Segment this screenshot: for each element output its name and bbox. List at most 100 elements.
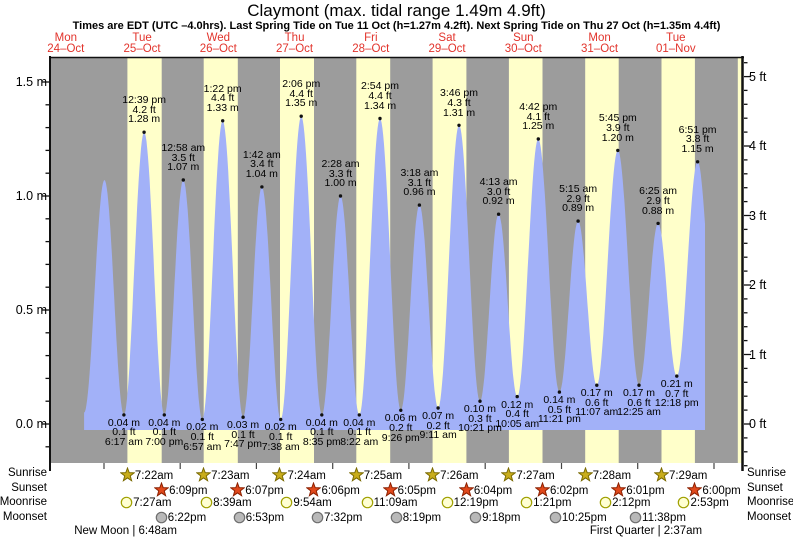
sunrise-time: 7:24am bbox=[287, 470, 326, 482]
tide-dot bbox=[417, 203, 422, 207]
tide-trough-label: 0.06 m 0.2 ft 9:26 pm bbox=[381, 412, 420, 444]
moonset-circle-icon bbox=[233, 511, 245, 523]
tide-trough-label: 0.03 m 0.1 ft 7:47 pm bbox=[224, 419, 263, 451]
row-label-sunset-left: Sunset bbox=[11, 481, 47, 494]
day-band bbox=[737, 58, 742, 463]
tide-dot bbox=[338, 194, 343, 198]
tide-trough-label: 0.02 m 0.1 ft 7:38 am bbox=[261, 421, 300, 453]
moonrise-time: 11:09am bbox=[373, 497, 418, 509]
sunset-star-icon bbox=[686, 481, 703, 497]
tide-peak-label: 2:54 pm 4.4 ft 1.34 m bbox=[361, 80, 400, 112]
sun-moon-event: 6:05pm bbox=[382, 481, 436, 502]
day-dow: Sun bbox=[513, 32, 534, 44]
tide-trough-label: 0.02 m 0.1 ft 6:57 am bbox=[183, 421, 222, 453]
sunset-star-icon bbox=[229, 481, 246, 497]
tide-trough-label: 0.17 m 0.6 ft 11:07 am bbox=[575, 387, 619, 419]
moonset-time: 6:22pm bbox=[167, 511, 207, 524]
tide-trough-label: 0.10 m 0.3 ft 10:21 pm bbox=[458, 403, 502, 435]
sun-moon-event: 6:06pm bbox=[305, 481, 360, 502]
tide-dot bbox=[260, 185, 264, 189]
tide-dot bbox=[122, 413, 126, 417]
moonrise-circle-icon bbox=[120, 496, 133, 509]
sunrise-time: 7:26am bbox=[440, 470, 479, 482]
sunset-star-icon bbox=[305, 481, 322, 497]
tide-dot bbox=[695, 160, 700, 164]
tide-trough-label: 0.17 m 0.6 ft 12:25 am bbox=[617, 387, 661, 419]
ft-axis-label: 0 ft bbox=[749, 417, 767, 431]
tide-peak-label: 5:45 pm 3.9 ft 1.20 m bbox=[598, 112, 637, 144]
tide-peak-label: 3:46 pm 4.3 ft 1.31 m bbox=[440, 87, 479, 119]
moonrise-circle-icon bbox=[441, 496, 453, 509]
sunrise-star-icon bbox=[271, 466, 288, 482]
m-axis-label: 1.5 m bbox=[15, 75, 47, 89]
tide-peak-label: 6:51 pm 3.8 ft 1.15 m bbox=[678, 123, 717, 155]
tide-peak-label: 2:06 pm 4.4 ft 1.35 m bbox=[282, 78, 321, 110]
sun-moon-event: 2:53pm bbox=[677, 496, 729, 514]
moonrise-time: 12:19pm bbox=[453, 497, 499, 509]
moonset-circle-icon bbox=[469, 511, 482, 523]
tide-dot bbox=[399, 408, 403, 412]
sunset-time: 6:05pm bbox=[397, 484, 436, 497]
tide-dot bbox=[436, 406, 440, 410]
tide-dot bbox=[656, 221, 660, 226]
tide-dot bbox=[637, 383, 641, 387]
tide-peak-label: 1:22 pm 4.4 ft 1.33 m bbox=[203, 82, 242, 114]
tide-dot bbox=[557, 390, 562, 394]
page-title: Claymont (max. tidal range 1.49m 4.9ft) bbox=[247, 1, 546, 20]
sunrise-star-icon bbox=[500, 466, 517, 482]
day-label: Mon 31–Oct bbox=[581, 32, 618, 55]
moonrise-circle-icon bbox=[200, 496, 213, 509]
moonset-time: 10:25pm bbox=[561, 511, 607, 524]
sunset-time: 6:07pm bbox=[245, 484, 284, 497]
tide-dot bbox=[221, 119, 225, 123]
moonrise-time: 1:21pm bbox=[533, 497, 572, 509]
tide-dot bbox=[299, 114, 303, 118]
day-label: Tue 25–Oct bbox=[124, 32, 161, 55]
tide-dot bbox=[241, 415, 245, 419]
sun-moon-event: 7:25am bbox=[348, 466, 402, 487]
sunset-star-icon bbox=[534, 481, 551, 497]
day-date: 27–Oct bbox=[276, 43, 314, 55]
moonrise-circle-icon bbox=[361, 496, 373, 509]
moonset-circle-icon bbox=[155, 511, 168, 523]
row-label-moonset-left: Moonset bbox=[2, 510, 47, 523]
sunrise-star-icon bbox=[348, 466, 365, 482]
moonrise-circle-icon bbox=[520, 496, 533, 509]
row-label-moonrise-left: Moonrise bbox=[0, 496, 47, 508]
day-label: Wed 26–Oct bbox=[200, 32, 237, 55]
day-dow: Mon bbox=[54, 32, 77, 44]
moonrise-time: 8:39am bbox=[213, 497, 252, 509]
day-label: Fri 28–Oct bbox=[352, 32, 390, 55]
tide-trough-label: 0.04 m 0.1 ft 7:00 pm bbox=[145, 416, 184, 449]
sun-moon-event: 2:12pm bbox=[599, 496, 650, 514]
day-dow: Fri bbox=[364, 32, 378, 44]
sunrise-star-icon bbox=[195, 466, 212, 482]
ft-axis-label: 4 ft bbox=[749, 139, 767, 154]
sunset-time: 6:09pm bbox=[169, 484, 208, 497]
sun-moon-event: 6:53pm bbox=[233, 511, 284, 529]
sunrise-star-icon bbox=[653, 466, 670, 482]
sunset-star-icon bbox=[153, 481, 170, 497]
moonrise-time: 2:53pm bbox=[690, 497, 729, 509]
day-date: 29–Oct bbox=[428, 43, 466, 55]
tide-peak-label: 2:28 am 3.3 ft 1.00 m bbox=[321, 158, 360, 190]
ft-axis-label: 5 ft bbox=[749, 69, 767, 84]
day-date: 30–Oct bbox=[504, 43, 542, 55]
moonset-time: 8:19pm bbox=[402, 511, 442, 524]
sun-moon-event: 6:22pm bbox=[155, 511, 206, 529]
tide-trough-label: 0.04 m 0.1 ft 8:35 pm bbox=[302, 416, 341, 449]
sun-moon-event: 6:07pm bbox=[229, 481, 284, 502]
tide-peak-label: 4:13 am 3.0 ft 0.92 m bbox=[479, 176, 518, 208]
sun-moon-event: 7:27am bbox=[500, 466, 555, 487]
tide-dot bbox=[142, 130, 146, 134]
sun-moon-event: 7:32pm bbox=[311, 511, 362, 529]
tide-trough-label: 0.04 m 0.1 ft 8:22 am bbox=[340, 416, 379, 449]
moonset-circle-icon bbox=[390, 511, 403, 523]
day-date: 28–Oct bbox=[352, 43, 390, 55]
sun-moon-event: 7:28am bbox=[577, 466, 631, 487]
day-date: 24–Oct bbox=[47, 43, 85, 55]
row-label-moonset-right: Moonset bbox=[747, 510, 792, 523]
tide-peak-label: 1:42 am 3.4 ft 1.04 m bbox=[242, 148, 281, 181]
sun-moon-event: 9:54am bbox=[280, 496, 332, 514]
row-label-sunset-right: Sunset bbox=[747, 481, 783, 494]
